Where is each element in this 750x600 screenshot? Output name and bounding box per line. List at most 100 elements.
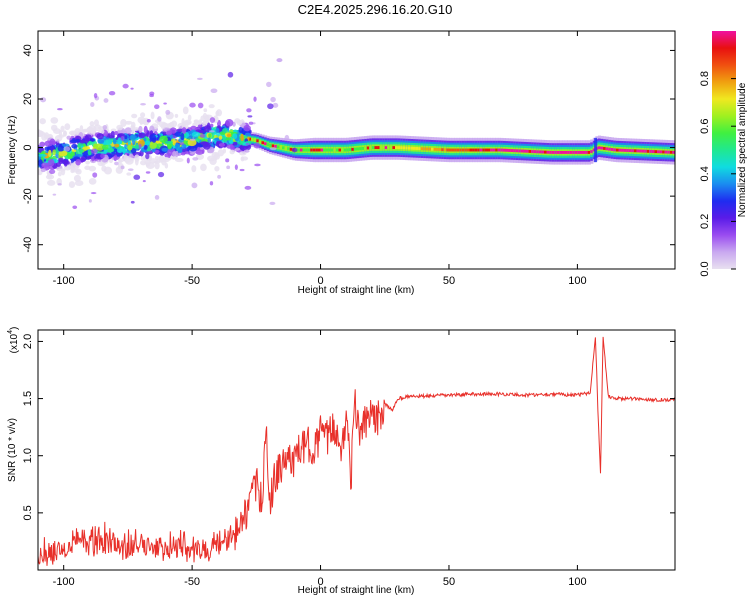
spectrogram-core-cell [369, 146, 373, 150]
spectrogram-blob [96, 133, 105, 140]
spectrogram-blob [163, 131, 167, 135]
spectrogram-core-cell [474, 148, 478, 152]
spectrogram-core-cell [549, 150, 553, 154]
spectrogram-core-cell [333, 148, 337, 152]
spectrogram-blob [71, 168, 80, 173]
spectrogram-core-cell [335, 148, 340, 152]
spectrogram-core-cell [479, 148, 483, 152]
spectrogram-blob [203, 125, 212, 133]
spectrogram-blob [197, 124, 202, 128]
snr-multiplier-exp: 4 [7, 330, 14, 334]
spectrogram-core-cell [662, 150, 666, 154]
spectrogram-core-cell [454, 148, 458, 152]
spectrogram-blob [161, 147, 169, 152]
spectrogram-outlier [253, 96, 257, 102]
snr-y-ticks: 0.5 1.0 1.5 2.0 [22, 334, 675, 521]
spectrogram-core-cell [644, 149, 648, 153]
spectrogram-blob [74, 180, 84, 187]
spectrogram-blob [139, 120, 143, 125]
spectrogram-blob [108, 135, 115, 139]
spectrogram-outlier [146, 118, 151, 123]
spectrogram-blob [174, 157, 184, 163]
spectrogram-blob [79, 125, 84, 132]
spectrogram-outlier [199, 147, 204, 150]
spectrogram-outlier [90, 102, 95, 108]
spectrogram-outlier [199, 133, 206, 138]
spectrogram-core-cell [492, 148, 496, 152]
spectrogram-blob [182, 106, 189, 115]
spectrogram-blob [90, 129, 96, 135]
spectrogram-outlier [49, 169, 56, 175]
spectrogram-core-cell [420, 147, 424, 151]
spectrogram-blob [226, 144, 233, 149]
spectrogram-blob [126, 172, 132, 176]
spectrogram-core-cell [610, 148, 614, 151]
spectrogram-core-cell [351, 147, 355, 151]
spectrogram-core-cell [461, 148, 465, 152]
spectrogram-blob [64, 123, 71, 131]
spectrogram-x-tick-label: -100 [53, 275, 75, 287]
spectrogram-y-tick-label: 0 [22, 145, 34, 151]
spectrogram-core-cell [585, 150, 589, 154]
spectrogram-outlier [145, 153, 150, 160]
spectrogram-core-cell [574, 150, 578, 154]
snr-x-tick-label: 100 [568, 576, 586, 588]
spectrogram-blob [218, 135, 223, 140]
spectrogram-blob [91, 155, 95, 162]
snr-y-tick-label: 1.5 [22, 391, 34, 406]
spectrogram-blob [39, 141, 46, 148]
spectrogram-core-cell [520, 149, 525, 153]
spectrogram-core-cell [528, 149, 532, 153]
spectrogram-blob [229, 149, 235, 155]
spectrogram-core-cell [325, 148, 329, 152]
spectrogram-core-cell [312, 148, 317, 152]
spectrogram-blob [138, 125, 143, 134]
spectrogram-blob [68, 181, 76, 188]
spectrogram-core-cell [379, 146, 383, 150]
spectrogram-outlier [154, 104, 160, 110]
snr-y-axis-title: SNR (10 * v/v) [7, 418, 18, 482]
spectrogram-core-cell [502, 148, 507, 152]
snr-y-multiplier: (x104) [7, 327, 20, 354]
colorbar-tick-label: 0.0 [699, 261, 711, 276]
spectrogram-outlier [245, 142, 250, 146]
spectrogram-outlier [130, 200, 135, 204]
spectrogram-core-cell [258, 140, 263, 144]
spectrogram-outlier [191, 182, 198, 189]
spectrogram-outlier [138, 143, 142, 150]
spectrogram-core-cell [651, 150, 656, 153]
spectrogram-core-cell [343, 148, 347, 152]
spectrogram-blob [149, 141, 157, 150]
spectrogram-x-ticks: -100 -50 0 50 100 [53, 31, 587, 287]
spectrogram-outlier [186, 157, 190, 164]
spectrogram-outlier [72, 205, 78, 209]
spectrogram-outlier [225, 158, 230, 163]
spectrogram-core-cell [361, 146, 365, 150]
spectrogram-blob [67, 153, 73, 160]
spectrogram-core-cell [657, 150, 661, 154]
spectrogram-blob [140, 160, 147, 166]
spectrogram-blob [154, 156, 160, 160]
spectrogram-blob [123, 154, 129, 163]
spectrogram-core-cell [443, 148, 447, 152]
spectrogram-blob [57, 171, 62, 177]
spectrogram-blob [120, 119, 127, 127]
spectrogram-core-cell [441, 148, 445, 152]
spectrogram-outlier [276, 58, 283, 63]
spectrogram-outlier [210, 88, 218, 94]
spectrogram-blob [181, 118, 185, 126]
spectrogram-panel: -100 -50 0 50 100 -40 -20 0 20 40 Height of stra… [7, 30, 676, 296]
spectrogram-core-cell [603, 146, 607, 150]
spectrogram-blob [97, 139, 105, 144]
spectrogram-outlier [88, 199, 92, 203]
spectrogram-core-cell [364, 146, 368, 150]
colorbar-tick-label: 0.8 [699, 71, 711, 86]
spectrogram-blob [131, 113, 138, 119]
spectrogram-blob [219, 131, 226, 136]
spectrogram-blob [129, 134, 138, 140]
spectrogram-core-cell [446, 148, 450, 152]
spectrogram-outlier [63, 146, 71, 152]
spectrogram-outlier [114, 161, 119, 166]
spectrogram-blob [40, 168, 46, 173]
